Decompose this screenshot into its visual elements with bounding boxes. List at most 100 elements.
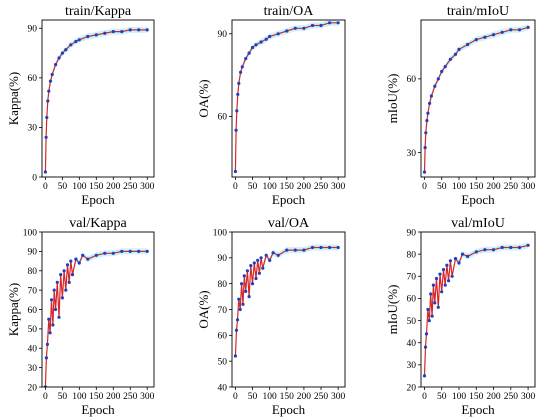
series-line — [423, 244, 529, 376]
data-point — [425, 119, 429, 123]
data-point — [261, 266, 265, 270]
data-point — [47, 317, 51, 321]
data-point — [94, 33, 98, 37]
data-point — [491, 33, 496, 37]
variance-band — [235, 20, 339, 175]
y-tick-label: 50 — [407, 317, 417, 327]
data-point — [429, 94, 433, 98]
data-point — [268, 34, 272, 39]
x-tick-label: 0 — [43, 182, 48, 192]
plot-frame — [41, 19, 155, 178]
x-tick-label: 200 — [297, 392, 312, 402]
data-point — [64, 48, 68, 52]
data-point — [235, 318, 240, 322]
panel-val-miou: val/mIoU Epoch mIoU(%) 0 50 100 150 200 250 30… — [385, 216, 535, 417]
data-point — [240, 282, 244, 286]
data-point — [111, 30, 115, 34]
data-point — [77, 38, 81, 42]
data-point — [423, 146, 427, 150]
data-point — [240, 65, 244, 69]
data-point — [429, 292, 433, 296]
data-point — [254, 276, 258, 281]
panel-title: val/OA — [268, 216, 310, 231]
x-tick-label: 50 — [58, 182, 68, 192]
panel-title: train/Kappa — [65, 4, 132, 19]
data-point — [424, 131, 428, 135]
x-axis-label: Epoch — [461, 402, 495, 417]
data-point — [460, 252, 465, 256]
x-tick-label: 200 — [486, 392, 501, 402]
data-point — [81, 253, 85, 257]
data-point — [69, 259, 73, 263]
data-point — [233, 169, 237, 174]
y-tick-label: 90 — [28, 248, 38, 258]
x-tick-label: 300 — [140, 392, 155, 402]
x-tick-label: 0 — [422, 392, 427, 402]
data-point — [474, 38, 478, 42]
x-tick-label: 200 — [297, 182, 312, 192]
series-line — [423, 26, 529, 173]
variance-band — [45, 26, 148, 176]
data-point — [336, 245, 340, 250]
y-tick-label: 70 — [218, 306, 228, 316]
data-point — [128, 249, 132, 253]
data-point — [457, 261, 461, 265]
x-axis-label: Epoch — [272, 402, 306, 417]
data-point — [252, 261, 256, 265]
x-tick-label: 250 — [123, 182, 138, 192]
data-point — [103, 31, 107, 35]
x-tick-label: 50 — [58, 392, 68, 402]
y-tick-label: 40 — [218, 383, 228, 393]
data-point — [47, 89, 51, 93]
data-point — [436, 305, 440, 309]
y-tick-label: 90 — [407, 228, 417, 238]
series-line — [234, 22, 339, 172]
y-tick-label: 80 — [407, 250, 417, 260]
data-point — [431, 283, 435, 287]
data-point — [94, 253, 98, 257]
x-tick-label: 100 — [263, 182, 278, 192]
data-point — [441, 268, 446, 272]
x-tick-label: 250 — [504, 392, 519, 402]
data-point — [448, 259, 452, 263]
data-point — [242, 274, 246, 278]
plot-frame — [420, 231, 536, 388]
data-point — [234, 128, 238, 132]
data-point — [120, 249, 124, 253]
data-point — [426, 111, 430, 115]
data-point — [234, 328, 239, 332]
data-point — [86, 257, 90, 261]
data-point — [285, 29, 289, 33]
x-tick-label: 200 — [486, 182, 501, 192]
data-point — [57, 315, 61, 319]
y-tick-label: 60 — [28, 306, 38, 316]
data-point — [285, 248, 289, 252]
data-point — [145, 249, 149, 253]
x-tick-label: 250 — [314, 392, 329, 402]
data-point — [60, 51, 64, 55]
y-tick-label: 60 — [28, 74, 38, 84]
y-tick-label: 60 — [407, 295, 417, 305]
data-point — [491, 248, 496, 252]
data-point — [249, 264, 253, 268]
data-point — [59, 273, 63, 277]
y-tick-label: 90 — [28, 25, 38, 35]
data-point — [67, 280, 71, 284]
data-point — [244, 289, 248, 293]
data-point — [302, 26, 306, 30]
y-tick-label: 40 — [28, 345, 38, 355]
y-tick-label: 30 — [28, 364, 38, 374]
data-point — [111, 251, 115, 255]
data-point — [103, 251, 107, 255]
series-line — [44, 29, 148, 173]
data-point — [120, 30, 124, 34]
data-point — [247, 51, 251, 55]
panel-val-oa: val/OA Epoch OA(%) 0 50 100 150 200 250 300405… — [196, 216, 346, 417]
data-point — [45, 342, 50, 346]
data-point — [430, 314, 434, 318]
data-point — [49, 298, 54, 302]
variance-band — [235, 244, 339, 359]
y-tick-label: 100 — [23, 228, 38, 238]
x-axis-label: Epoch — [81, 402, 115, 417]
data-point — [443, 65, 447, 69]
